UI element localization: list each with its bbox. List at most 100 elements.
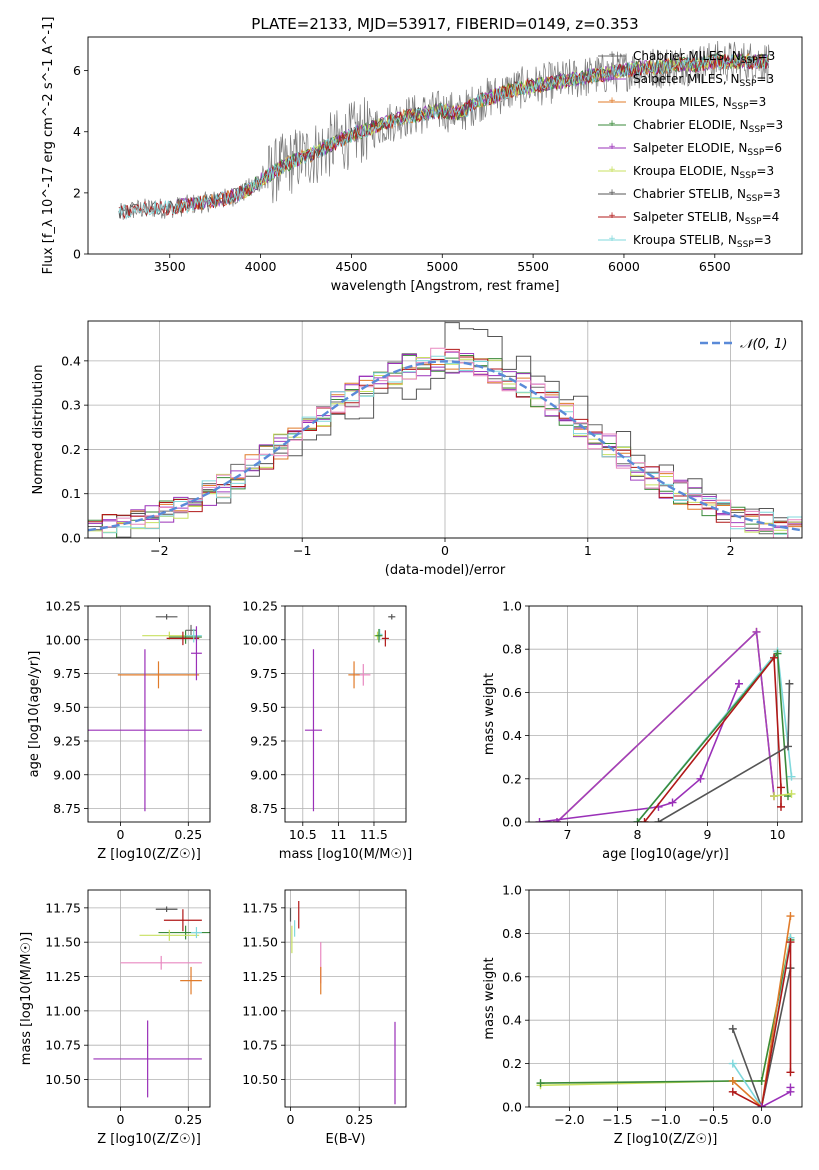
x-tick-label: −1.5 xyxy=(602,1112,632,1127)
legend-label: Kroupa ELODIE, NSSP=3 xyxy=(633,164,774,181)
y-tick-label: 11.75 xyxy=(242,900,278,915)
x-tick-label: 6000 xyxy=(608,259,640,274)
weight_vs_age-plot-area xyxy=(535,627,796,822)
weight-line xyxy=(732,967,792,1107)
y-tick-label: 9.00 xyxy=(53,767,81,782)
y-tick-label: 9.25 xyxy=(250,734,278,749)
y-axis-label: mass weight xyxy=(482,673,497,755)
y-tick-label: 9.50 xyxy=(53,700,81,715)
y-tick-label: 11.25 xyxy=(242,969,278,984)
axes-frame xyxy=(87,889,211,1108)
x-tick-label: 8 xyxy=(634,827,642,842)
y-tick-label: 0.4 xyxy=(502,728,522,743)
y-tick-label: 1.0 xyxy=(502,883,522,898)
weight_vs_age-panel: 7 8 9 10 0.0 0.2 0.4 0.6 0.8 1.0 age [log10(age/yr… xyxy=(482,599,803,862)
axes-frame xyxy=(87,320,803,539)
y-axis-label: Normed distribution xyxy=(31,365,46,495)
x-axis-label: Z [log10(Z/Z☉)] xyxy=(97,847,201,862)
y-tick-label: 8.75 xyxy=(53,801,81,816)
x-tick-label: 1 xyxy=(584,543,592,558)
y-tick-label: 2 xyxy=(73,185,81,200)
x-tick-label: −0.5 xyxy=(698,1112,728,1127)
weight-marker xyxy=(640,818,649,822)
x-tick-label: 10.5 xyxy=(289,827,317,842)
x-tick-label: 3500 xyxy=(154,259,186,274)
mass_vs_EBV-panel: 0 0.25 10.50 10.75 11.00 11.25 11.50 11.75 E(B-V… xyxy=(242,889,407,1147)
model-line xyxy=(118,53,769,220)
weight-marker xyxy=(668,798,677,807)
weight-marker xyxy=(728,1087,737,1096)
y-tick-label: 0.6 xyxy=(502,969,522,984)
residuals-panel: −2 −1 0 1 2 0.0 0.1 0.2 0.3 0.4 (data-model)/error… xyxy=(31,320,803,578)
axes-frame xyxy=(87,36,803,255)
legend-marker: + xyxy=(608,119,616,129)
legend-label: Salpeter STELIB, NSSP=4 xyxy=(633,210,779,227)
mass_vs_Z-panel: 0 0.25 10.50 10.75 11.00 11.25 11.50 11.75 Z [lo… xyxy=(19,889,211,1147)
y-tick-label: 10.75 xyxy=(242,1038,278,1053)
y-tick-label: 0.8 xyxy=(502,642,522,657)
model-line xyxy=(118,53,769,220)
y-tick-label: 10.75 xyxy=(45,1038,81,1053)
y-tick-label: 9.75 xyxy=(53,666,81,681)
legend-label: Kroupa STELIB, NSSP=3 xyxy=(633,233,771,250)
axes-frame xyxy=(528,605,803,823)
x-tick-label: 0 xyxy=(117,1112,125,1127)
x-tick-label: 6500 xyxy=(699,259,731,274)
legend-label: Kroupa MILES, NSSP=3 xyxy=(633,95,766,112)
weight-marker xyxy=(785,679,794,688)
y-tick-label: 11.00 xyxy=(242,1003,278,1018)
y-tick-label: 0.1 xyxy=(61,486,81,501)
x-tick-label: 5500 xyxy=(517,259,549,274)
weight-marker xyxy=(786,912,795,921)
y-axis-label: mass [log10(M/M☉)] xyxy=(19,932,34,1065)
weight-marker xyxy=(787,772,796,781)
age_vs_mass-plot-area xyxy=(304,614,396,812)
y-tick-label: 0.6 xyxy=(502,685,522,700)
y-axis-label: mass weight xyxy=(482,957,497,1039)
age_vs_Z-plot-area xyxy=(88,614,202,812)
weight-marker xyxy=(752,627,761,636)
y-tick-label: 11.75 xyxy=(45,900,81,915)
weight-marker xyxy=(728,1059,737,1068)
weight-marker xyxy=(786,1083,795,1092)
x-tick-label: 7 xyxy=(564,827,572,842)
y-tick-label: 10.50 xyxy=(242,1072,278,1087)
x-axis-label: Z [log10(Z/Z☉)] xyxy=(614,1132,718,1147)
y-tick-label: 0.3 xyxy=(61,398,81,413)
weight-marker xyxy=(536,1079,545,1088)
weight-marker xyxy=(786,938,795,947)
x-axis-label: E(B-V) xyxy=(325,1132,365,1147)
y-axis-label: age [log10(age/yr)] xyxy=(27,651,42,778)
x-tick-label: 11 xyxy=(330,827,346,842)
weight_vs_Z-plot-area xyxy=(536,912,795,1107)
y-tick-label: 0.2 xyxy=(502,771,522,786)
legend-label: Salpeter MILES, NSSP=3 xyxy=(633,72,774,89)
weight-marker xyxy=(784,742,792,751)
x-tick-label: 9 xyxy=(704,827,712,842)
legend-label: 𝒩(0, 1) xyxy=(740,337,787,352)
y-tick-label: 11.50 xyxy=(45,935,81,950)
residual-histogram xyxy=(88,347,802,538)
gaussian-curve xyxy=(88,360,802,532)
weight-marker xyxy=(770,792,778,801)
weight-marker xyxy=(786,1068,795,1077)
x-tick-label: 11.5 xyxy=(360,827,388,842)
mass_vs_Z-plot-area xyxy=(93,906,210,1098)
weight-line xyxy=(732,915,792,1107)
weight-marker xyxy=(696,774,705,783)
y-tick-label: 11.25 xyxy=(45,969,81,984)
x-tick-label: 10 xyxy=(770,827,786,842)
weight-marker xyxy=(757,1076,766,1085)
x-tick-label: 0 xyxy=(441,543,449,558)
legend-marker: + xyxy=(608,211,616,221)
legend-label: Chabrier MILES, NSSP=3 xyxy=(633,49,775,66)
y-tick-label: 0.4 xyxy=(61,353,81,368)
figure-title: PLATE=2133, MJD=53917, FIBERID=0149, z=0… xyxy=(251,15,638,33)
x-tick-label: −2.0 xyxy=(554,1112,584,1127)
axes-frame xyxy=(284,889,407,1108)
legend-label: Chabrier ELODIE, NSSP=3 xyxy=(633,118,783,135)
y-axis-label: Flux [f_λ 10^-17 erg cm^-2 s^-1 A^-1] xyxy=(41,17,56,275)
x-tick-label: 5000 xyxy=(426,259,458,274)
weight-marker xyxy=(770,653,778,662)
